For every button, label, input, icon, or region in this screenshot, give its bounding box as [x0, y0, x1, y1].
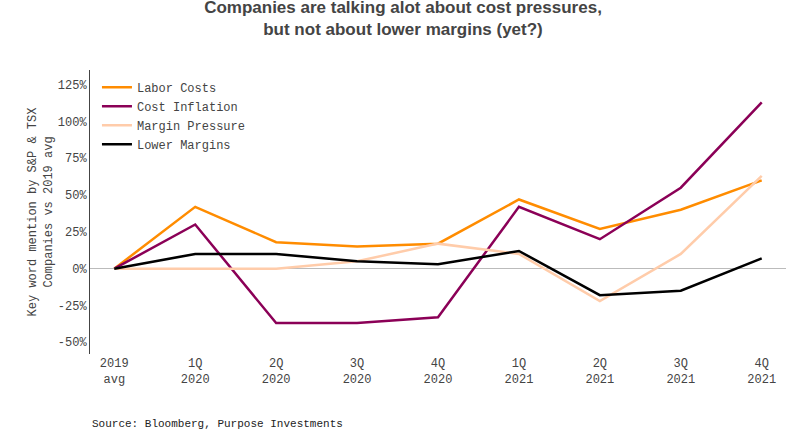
svg-text:2Q2020: 2Q2020 — [262, 357, 291, 387]
svg-text:Companies are talking alot abo: Companies are talking alot about cost pr… — [204, 0, 602, 39]
svg-text:-25%: -25% — [58, 300, 88, 314]
svg-text:3Q2020: 3Q2020 — [343, 357, 372, 387]
svg-text:Cost Inflation: Cost Inflation — [137, 101, 238, 115]
svg-text:4Q2021: 4Q2021 — [747, 357, 776, 387]
svg-text:1Q2021: 1Q2021 — [505, 357, 534, 387]
svg-text:75%: 75% — [65, 152, 87, 166]
svg-text:50%: 50% — [65, 189, 87, 203]
svg-text:25%: 25% — [65, 226, 87, 240]
svg-text:0%: 0% — [72, 263, 87, 277]
svg-text:4Q2020: 4Q2020 — [424, 357, 453, 387]
svg-text:-50%: -50% — [58, 336, 88, 350]
svg-text:125%: 125% — [58, 79, 88, 93]
svg-text:2019avg: 2019avg — [100, 357, 129, 387]
svg-text:100%: 100% — [58, 116, 88, 130]
svg-text:Source: Bloomberg, Purpose Inv: Source: Bloomberg, Purpose Investments — [92, 418, 343, 430]
svg-text:Key word mention by S&P & TSXC: Key word mention by S&P & TSXCompanies v… — [26, 108, 56, 317]
svg-text:Margin Pressure: Margin Pressure — [137, 120, 245, 134]
svg-text:1Q2020: 1Q2020 — [181, 357, 210, 387]
svg-text:Lower Margins: Lower Margins — [137, 139, 231, 153]
svg-text:3Q2021: 3Q2021 — [666, 357, 695, 387]
svg-text:2Q2021: 2Q2021 — [585, 357, 614, 387]
svg-text:Labor Costs: Labor Costs — [137, 82, 216, 96]
